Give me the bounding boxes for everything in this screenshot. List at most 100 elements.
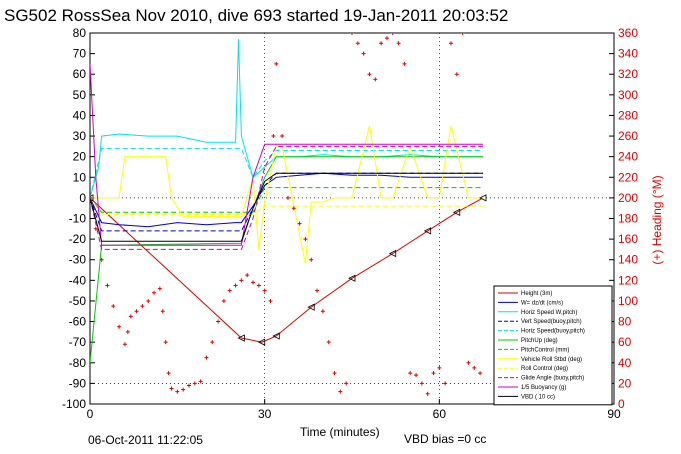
legend-label: Vert Speed(buoy,pitch) (521, 319, 582, 325)
legend-label: 1/5 Buoyancy (g) (521, 385, 566, 391)
heading-point (192, 381, 197, 386)
heading-point (268, 298, 273, 303)
right-tick-label: 80 (618, 315, 632, 329)
left-tick-label: -50 (69, 294, 87, 308)
series-line-9 (90, 197, 483, 215)
legend-label: Horiz Speed(buoy,pitch) (521, 329, 585, 335)
series-line-10 (90, 145, 483, 250)
left-tick-label: 60 (73, 67, 87, 81)
series-line-3 (90, 39, 483, 199)
heading-point (419, 381, 424, 386)
series-line-12 (90, 172, 483, 242)
heading-point (105, 283, 110, 288)
right-axis-label: (+) Heading (°M) (650, 175, 664, 264)
legend-label: PitchUp (deg) (521, 338, 558, 344)
right-tick-label: 200 (618, 191, 638, 205)
height-marker (272, 332, 280, 340)
series-line-5 (90, 147, 483, 199)
heading-point (280, 134, 285, 139)
heading-point (152, 290, 157, 295)
x-tick-label: 30 (258, 407, 272, 421)
left-tick-label: 30 (73, 129, 87, 143)
heading-point (303, 237, 308, 242)
x-tick-label: 60 (433, 407, 447, 421)
x-tick-label: 0 (87, 407, 94, 421)
heading-point (414, 373, 419, 378)
heading-point (271, 134, 276, 139)
legend: Height (3m) W= dz/dt (cm/s) Horiz Speed W,… (493, 285, 613, 406)
legend-label: Vehicle Roll Stbd (deg) (521, 357, 582, 363)
right-tick-label: 0 (618, 397, 625, 411)
left-tick-label: 80 (73, 26, 87, 40)
heading-point (384, 36, 389, 41)
right-tick-label: 20 (618, 376, 632, 390)
left-tick-label: 0 (79, 191, 86, 205)
heading-point (93, 226, 98, 231)
heading-point (166, 371, 171, 376)
heading-point (478, 371, 483, 376)
heading-point (285, 195, 290, 200)
heading-point (204, 355, 209, 360)
legend-box (493, 285, 613, 406)
legend-label: Roll Control (deg) (521, 366, 568, 372)
right-tick-label: 320 (618, 67, 638, 81)
heading-point (431, 371, 436, 376)
heading-point (117, 324, 122, 329)
heading-point (210, 340, 215, 345)
series-line-7 (90, 187, 483, 213)
left-tick-label: -30 (69, 253, 87, 267)
height-marker (423, 227, 432, 235)
x-tick-label: 90 (607, 407, 621, 421)
height-marker (452, 208, 461, 216)
heading-point (326, 340, 331, 345)
heading-point (157, 286, 162, 291)
heading-point (262, 288, 267, 293)
heading-point (146, 298, 151, 303)
heading-point (128, 314, 133, 319)
heading-point (125, 329, 130, 334)
left-tick-label: -40 (69, 273, 87, 287)
vbd-bias-label: VBD bias =0 cc (404, 432, 486, 446)
heading-point (361, 51, 366, 56)
right-tick-label: 160 (618, 232, 638, 246)
heading-point (140, 304, 145, 309)
heading-point (274, 61, 279, 66)
heading-point (437, 365, 442, 370)
left-tick-label: -90 (69, 376, 87, 390)
right-tick-label: 140 (618, 253, 638, 267)
heading-point (396, 41, 401, 46)
right-tick-label: 340 (618, 47, 638, 61)
legend-label: Height (3m) (521, 291, 552, 297)
legend-label: Glide Angle (buoy,pitch) (521, 376, 584, 382)
heading-point (332, 371, 337, 376)
right-tick-label: 280 (618, 108, 638, 122)
left-tick-label: -80 (69, 356, 87, 370)
heading-point (186, 383, 191, 388)
right-tick-label: 40 (618, 356, 632, 370)
left-tick-label: -70 (69, 335, 87, 349)
heading-point (466, 360, 471, 365)
heading-point (221, 298, 226, 303)
heading-point (309, 257, 314, 262)
right-tick-label: 220 (618, 170, 638, 184)
heading-point (355, 41, 360, 46)
heading-point (297, 221, 302, 226)
left-tick-label: 20 (73, 150, 87, 164)
heading-point (122, 342, 127, 347)
heading-point (198, 379, 203, 384)
left-tick-label: 50 (73, 88, 87, 102)
heading-point (175, 389, 180, 394)
right-tick-label: 240 (618, 150, 638, 164)
heading-point (134, 309, 139, 314)
heading-point (350, 33, 354, 35)
heading-point (390, 33, 395, 35)
left-tick-label: -100 (62, 397, 86, 411)
heading-point (291, 206, 296, 211)
series-line-1 (90, 197, 484, 343)
left-tick-label: 40 (73, 108, 87, 122)
heading-point (315, 288, 320, 293)
height-marker (257, 338, 266, 346)
heading-point (160, 309, 165, 314)
heading-point (402, 61, 407, 66)
heading-point (163, 340, 168, 345)
